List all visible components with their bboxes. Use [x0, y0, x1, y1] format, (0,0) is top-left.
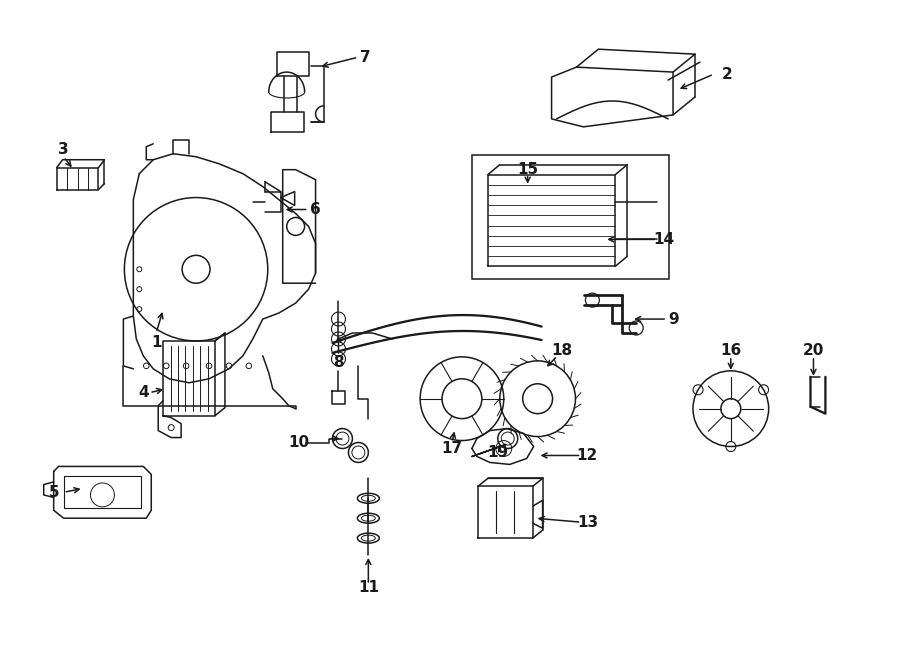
Text: 6: 6 [310, 202, 321, 217]
Text: 15: 15 [518, 162, 538, 177]
Text: 12: 12 [577, 448, 598, 463]
Text: 16: 16 [720, 344, 742, 358]
Text: 1: 1 [151, 335, 161, 350]
Text: 11: 11 [358, 580, 379, 596]
Text: 9: 9 [669, 311, 680, 327]
Text: 7: 7 [360, 50, 371, 65]
Text: 13: 13 [577, 515, 598, 529]
Text: 3: 3 [58, 142, 69, 157]
Text: 10: 10 [288, 435, 310, 450]
Text: 8: 8 [333, 356, 344, 370]
Text: 20: 20 [803, 344, 824, 358]
Bar [472, 155, 669, 279]
Text: 19: 19 [487, 445, 508, 460]
Text: 2: 2 [722, 67, 733, 81]
Text: 18: 18 [551, 344, 572, 358]
Text: 14: 14 [653, 232, 675, 247]
Text: 4: 4 [138, 385, 148, 401]
Text: 5: 5 [49, 485, 59, 500]
Text: 17: 17 [441, 441, 463, 456]
